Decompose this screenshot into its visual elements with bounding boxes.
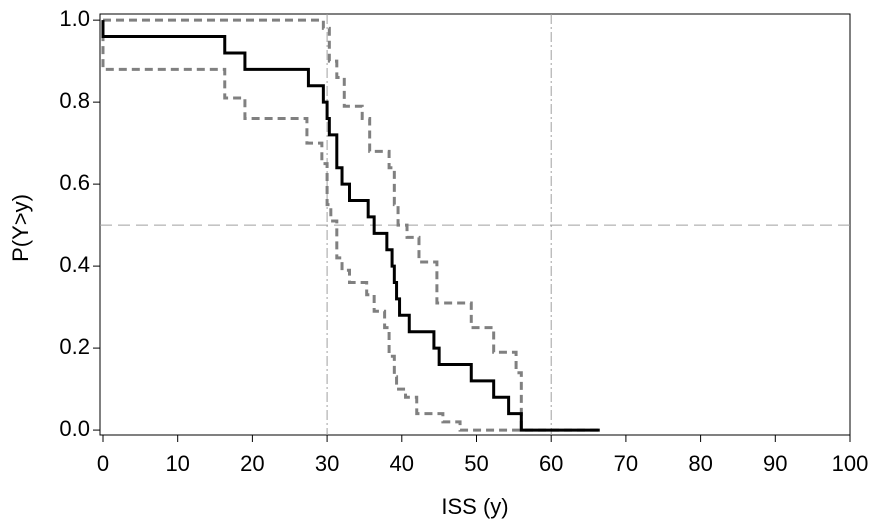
x-tick-label: 20	[240, 451, 264, 476]
x-tick-label: 100	[832, 451, 869, 476]
x-tick-label: 10	[165, 451, 189, 476]
step-line	[101, 20, 522, 432]
x-tick-label: 70	[614, 451, 638, 476]
y-tick-label: 0.4	[59, 252, 90, 277]
x-tick-label: 30	[315, 451, 339, 476]
y-tick-label: 0.8	[59, 88, 90, 113]
x-tick-label: 80	[688, 451, 712, 476]
step-line	[101, 20, 600, 432]
plot-frame	[99, 13, 851, 436]
y-tick-label: 0.6	[59, 170, 90, 195]
y-tick-label: 0.0	[59, 416, 90, 441]
x-tick-label: 60	[539, 451, 563, 476]
x-tick-label: 0	[97, 451, 109, 476]
x-tick-label: 40	[390, 451, 414, 476]
y-tick-label: 1.0	[59, 6, 90, 31]
y-axis-title: P(Y>y)	[8, 194, 33, 262]
x-axis-title: ISS (y)	[441, 494, 508, 519]
y-tick-label: 0.2	[59, 334, 90, 359]
x-tick-label: 50	[464, 451, 488, 476]
x-tick-label: 90	[763, 451, 787, 476]
